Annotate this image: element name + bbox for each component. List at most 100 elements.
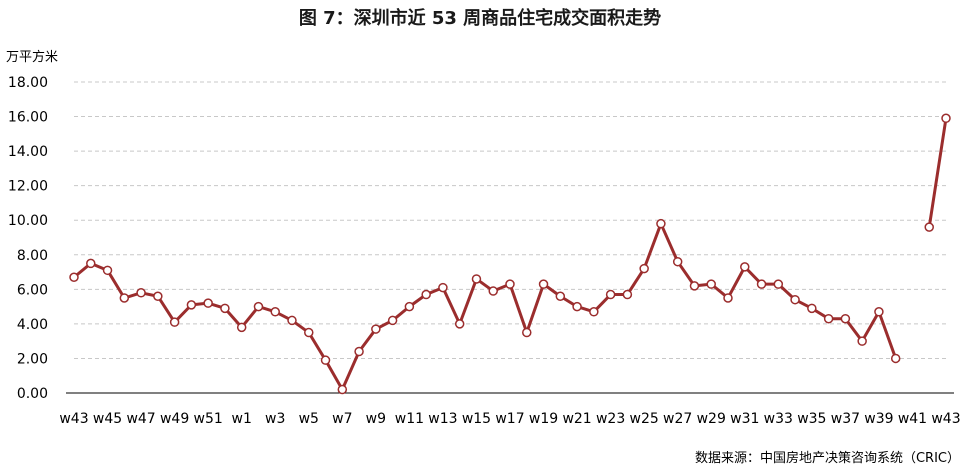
x-tick-label: w5 (299, 411, 319, 427)
x-tick-label: w9 (366, 411, 386, 427)
y-axis-unit-label: 万平方米 (6, 49, 58, 65)
x-tick-label: w51 (194, 411, 223, 427)
data-point (337, 384, 348, 395)
data-point (186, 300, 197, 310)
data-point (270, 307, 280, 317)
data-point (438, 282, 448, 293)
data-point (203, 298, 213, 308)
data-point (471, 274, 482, 284)
data-point (572, 301, 582, 312)
x-tick-label: w43 (931, 411, 960, 427)
y-tick-label: 6.00 (17, 282, 48, 298)
x-tick-label: w23 (596, 411, 625, 427)
data-point (287, 315, 297, 326)
data-point (890, 353, 901, 364)
y-tick-label: 8.00 (17, 248, 48, 264)
chart-title: 图 7：深圳市近 53 周商品住宅成交面积走势 (299, 7, 661, 29)
data-point (790, 294, 800, 305)
data-point (69, 272, 79, 282)
x-tick-label: w31 (730, 411, 759, 427)
data-point (656, 218, 666, 229)
data-point (86, 258, 96, 269)
x-tick-label: w19 (529, 411, 558, 427)
data-point (387, 315, 398, 326)
x-tick-label: w15 (462, 411, 491, 427)
x-tick-label: w7 (332, 411, 352, 427)
data-point (639, 263, 649, 274)
data-point (807, 303, 817, 314)
data-point (874, 307, 884, 317)
y-tick-label: 14.00 (8, 144, 48, 160)
data-point (421, 289, 431, 300)
data-point (371, 324, 381, 334)
data-point (505, 279, 515, 289)
y-axis-tick-labels: 0.00 2.00 4.00 6.00 8.00 10.00 12.00 14.00 16.00… (8, 75, 48, 402)
series-layer (72, 116, 948, 392)
data-point (756, 279, 767, 289)
data-point (169, 317, 180, 327)
data-source-note: 数据来源：中国房地产决策咨询系统（CRIC） (695, 450, 960, 466)
data-point (689, 281, 700, 291)
y-tick-label: 12.00 (8, 179, 48, 195)
y-tick-label: 16.00 (8, 110, 48, 126)
data-point (773, 279, 784, 289)
x-tick-label: w21 (562, 411, 591, 427)
y-tick-label: 10.00 (8, 213, 48, 229)
data-point (119, 293, 130, 303)
data-point (622, 289, 633, 300)
grid-lines (74, 81, 946, 359)
series-line (72, 222, 898, 392)
data-point (840, 313, 851, 324)
data-point (740, 262, 750, 272)
y-tick-label: 4.00 (17, 317, 48, 333)
x-tick-label: w13 (428, 411, 457, 427)
data-point (488, 286, 498, 296)
x-tick-label: w1 (232, 411, 252, 427)
data-point (522, 327, 532, 338)
data-point (220, 303, 230, 314)
x-tick-label: w3 (265, 411, 285, 427)
data-point (538, 279, 549, 289)
data-point (304, 327, 314, 338)
x-tick-label: w41 (898, 411, 927, 427)
x-tick-label: w17 (495, 411, 524, 427)
x-tick-label: w37 (831, 411, 860, 427)
data-point (236, 322, 247, 333)
y-tick-label: 0.00 (17, 386, 48, 402)
data-point (102, 265, 113, 276)
data-point (605, 289, 616, 300)
data-point (136, 288, 146, 298)
x-tick-label: w29 (697, 411, 726, 427)
x-tick-label: w49 (160, 411, 189, 427)
x-tick-label: w33 (764, 411, 793, 427)
x-tick-label: w11 (395, 411, 424, 427)
data-point (153, 291, 163, 301)
y-tick-label: 18.00 (8, 75, 48, 91)
x-tick-label: w27 (663, 411, 692, 427)
marker-layer (69, 113, 951, 395)
x-tick-label: w39 (864, 411, 893, 427)
x-tick-label: w25 (630, 411, 659, 427)
data-point (454, 319, 465, 329)
data-point (823, 313, 834, 324)
data-point (706, 279, 716, 289)
x-tick-label: w45 (93, 411, 122, 427)
data-point (354, 346, 364, 357)
x-tick-label: w47 (126, 411, 155, 427)
series-line (927, 116, 948, 229)
data-point (857, 336, 867, 346)
data-point (404, 301, 415, 312)
data-point (320, 355, 331, 365)
x-tick-label: w43 (59, 411, 88, 427)
data-point (924, 222, 934, 232)
y-tick-label: 2.00 (17, 351, 48, 367)
data-point (672, 256, 683, 267)
data-point (723, 293, 733, 303)
x-axis-tick-labels: w43 w45 w47 w49 w51 w1 w3 w5 w7 w9 w11 w13 w15 w17 w19… (59, 411, 960, 427)
data-point (253, 301, 264, 312)
x-tick-label: w35 (797, 411, 826, 427)
data-point (589, 307, 599, 317)
data-point (941, 113, 951, 124)
data-point (555, 291, 566, 301)
